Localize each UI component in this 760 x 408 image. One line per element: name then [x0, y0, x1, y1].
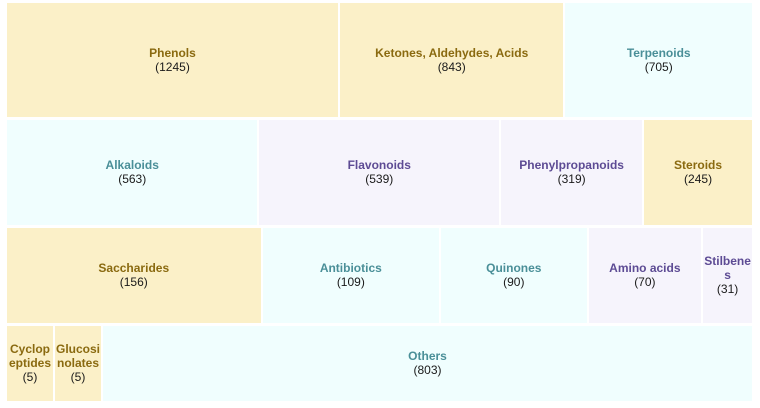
tile-value: (843) — [437, 59, 466, 74]
tile-value: (803) — [413, 363, 442, 377]
tile-value: (5) — [22, 370, 38, 384]
tile-value: (5) — [70, 370, 86, 384]
tile-ketones-aldehydes-acids: Ketones, Aldehydes, Acids (843) — [338, 2, 565, 118]
tile-value: (705) — [644, 59, 673, 74]
tile-saccharides: Saccharides (156) — [6, 227, 262, 324]
tile-label: Amino acids — [609, 261, 681, 275]
tile-label: Cyclopeptides — [8, 342, 51, 370]
tile-phenols: Phenols (1245) — [6, 2, 339, 118]
tile-label: Steroids — [674, 158, 723, 172]
tile-label: Quinones — [486, 261, 542, 275]
tile-value: (1245) — [155, 59, 190, 74]
tile-value: (31) — [716, 282, 739, 296]
tile-quinones: Quinones (90) — [440, 227, 588, 324]
tile-terpenoids: Terpenoids (705) — [564, 2, 753, 118]
tile-value: (245) — [684, 172, 713, 186]
tile-antibiotics: Antibiotics (109) — [261, 227, 441, 324]
tile-label: Alkaloids — [105, 158, 159, 172]
tile-value: (563) — [118, 172, 147, 186]
tile-label: Phenols — [149, 45, 196, 60]
tile-label: Antibiotics — [319, 261, 382, 275]
tile-alkaloids: Alkaloids (563) — [6, 119, 259, 226]
tile-label: Glucosinolates — [56, 342, 101, 370]
tile-phenylpropanoids: Phenylpropanoids (319) — [500, 119, 644, 226]
tile-label: Phenylpropanoids — [519, 158, 624, 172]
tile-label: Stilbenes — [704, 254, 751, 282]
tile-label: Flavonoids — [347, 158, 411, 172]
tile-others: Others (803) — [102, 325, 753, 402]
tile-steroids: Steroids (245) — [643, 119, 753, 226]
tile-value: (109) — [336, 275, 365, 289]
tile-value: (319) — [557, 172, 586, 186]
tile-stilbenes: Stilbenes (31) — [702, 227, 753, 324]
tile-glucosinolates: Glucosinolates (5) — [54, 325, 102, 402]
tile-label: Saccharides — [98, 261, 170, 275]
tile-value: (90) — [503, 275, 525, 289]
tile-flavonoids: Flavonoids (539) — [258, 119, 501, 226]
tile-amino-acids: Amino acids (70) — [587, 227, 703, 324]
tile-label: Ketones, Aldehydes, Acids — [375, 45, 529, 60]
tile-label: Terpenoids — [626, 45, 691, 60]
tile-value: (70) — [634, 275, 656, 289]
tile-value: (539) — [365, 172, 394, 186]
tile-cyclopeptides: Cyclopeptides (5) — [6, 325, 54, 402]
tile-value: (156) — [119, 275, 148, 289]
tile-label: Others — [408, 349, 447, 363]
